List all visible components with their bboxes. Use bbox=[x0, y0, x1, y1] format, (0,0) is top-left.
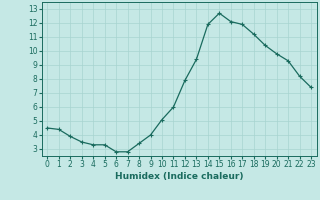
X-axis label: Humidex (Indice chaleur): Humidex (Indice chaleur) bbox=[115, 172, 244, 181]
